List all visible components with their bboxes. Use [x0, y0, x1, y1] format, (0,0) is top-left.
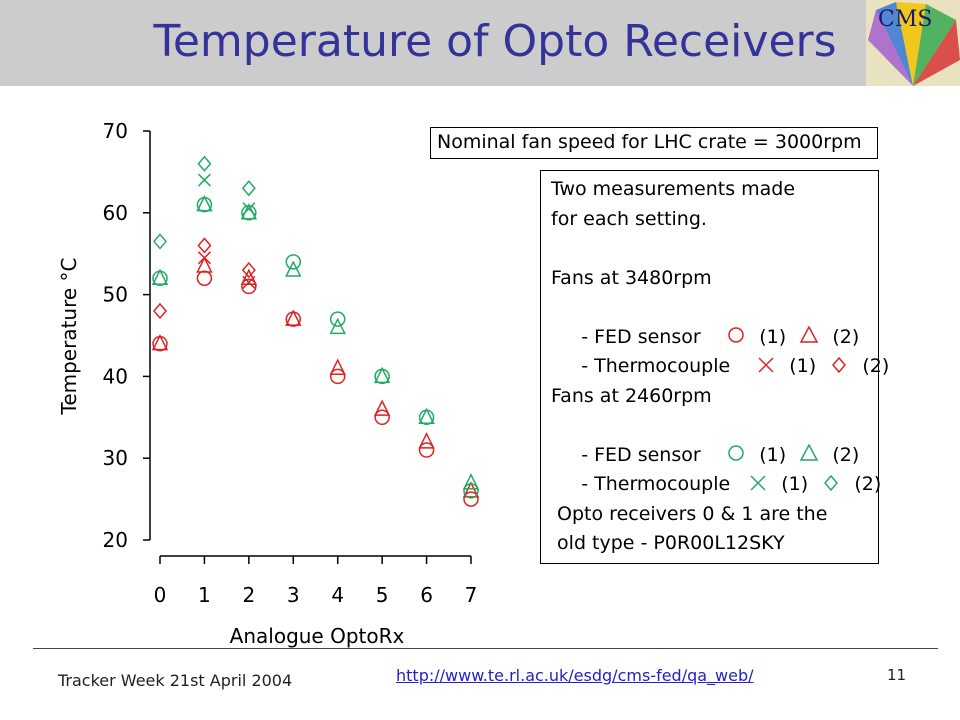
scatter-chart: 20 30 40 50 60 70 0 1 2 3 4 5 6 7 Analogue OptoRx Tempe…	[57, 119, 480, 648]
data-point-circle	[329, 368, 346, 385]
y-tick-label: 20	[103, 528, 128, 552]
legend-line-1: Two measurements made	[551, 178, 796, 200]
data-point-diamond	[197, 237, 212, 254]
data-point-triangle	[285, 260, 302, 277]
data-point-circle	[152, 335, 168, 352]
x-axis-label: Analogue OptoRx	[230, 624, 405, 648]
data-point-circle	[418, 442, 435, 458]
legend-tc-low: - Thermocouple (1) (2)	[551, 441, 881, 495]
y-tick-label: 70	[103, 119, 128, 143]
data-point-circle	[196, 270, 213, 286]
data-point-diamond	[153, 302, 167, 320]
green-x-icon	[750, 474, 766, 491]
data-point-triangle	[373, 399, 391, 416]
y-axis-label: Temperature °C	[57, 257, 81, 415]
red-triangle-icon	[800, 326, 819, 343]
legend-m1: (1)	[781, 473, 809, 495]
legend-m2: (2)	[832, 325, 860, 348]
data-point-circle	[152, 270, 168, 286]
footer-event: Tracker Week 21st April 2004	[58, 671, 293, 690]
header-band	[0, 0, 960, 86]
x-tick-label: 2	[242, 583, 255, 607]
legend-fed-high-label: - FED sensor	[575, 325, 701, 348]
data-point-triangle	[373, 366, 391, 384]
data-point-x	[242, 275, 256, 289]
legend-m2: (2)	[854, 473, 882, 495]
legend-m2: (2)	[832, 443, 860, 466]
legend-note-2: old type - P0R00L12SKY	[551, 532, 785, 554]
red-circle-icon	[728, 327, 744, 343]
legend-fed-low: - FED sensor (1) (2)	[551, 411, 868, 466]
data-point-circle	[241, 278, 257, 295]
green-triangle-icon	[800, 444, 819, 461]
data-point-triangle	[418, 407, 435, 425]
data-point-triangle	[151, 268, 169, 285]
legend-fed-low-label: - FED sensor	[575, 443, 701, 466]
data-point-triangle	[285, 309, 302, 326]
legend-fans-high: Fans at 3480rpm	[551, 266, 712, 289]
green-diamond-icon	[824, 474, 839, 491]
legend-line-2: for each setting.	[551, 207, 707, 230]
svg-text:CMS: CMS	[878, 7, 932, 32]
legend-tc-low-label: - Thermocouple	[575, 473, 731, 495]
data-point-circle	[374, 368, 390, 385]
x-tick-label: 3	[287, 583, 300, 607]
x-tick-label: 7	[465, 583, 478, 607]
data-point-triangle	[151, 334, 169, 351]
data-point-diamond	[241, 180, 256, 197]
data-point-x	[197, 173, 211, 187]
nominal-text: Nominal fan speed for LHC crate = 3000rp…	[437, 131, 862, 153]
data-point-diamond	[241, 261, 256, 279]
x-tick-label: 6	[420, 583, 433, 607]
legend-m2: (2)	[862, 355, 890, 377]
green-circle-icon	[728, 445, 744, 461]
page-number: 11	[887, 666, 907, 684]
red-diamond-icon	[832, 356, 847, 373]
y-tick-label: 60	[103, 201, 128, 225]
legend-m1: (1)	[789, 355, 817, 377]
data-point-triangle	[329, 317, 346, 335]
data-point-triangle	[329, 358, 346, 375]
data-point-circle	[463, 491, 479, 507]
data-point-circle	[285, 311, 302, 327]
data-point-circle	[418, 409, 435, 426]
legend-m1: (1)	[759, 325, 787, 348]
data-point-circle	[463, 483, 479, 499]
legend-m1: (1)	[759, 443, 787, 466]
nominal-fan-note: Nominal fan speed for LHC crate = 3000rp…	[430, 127, 878, 159]
data-point-diamond	[197, 155, 212, 172]
data-point-circle	[374, 409, 390, 426]
red-x-icon	[758, 356, 774, 373]
data-point-triangle	[196, 194, 213, 212]
data-point-circle	[196, 196, 213, 213]
data-point-x	[197, 251, 211, 265]
legend-box: Two measurements made for each setting. …	[540, 170, 889, 564]
data-point-x	[242, 202, 256, 216]
data-point-triangle	[418, 432, 435, 449]
data-point-circle	[329, 311, 346, 327]
legend-tc-high: - Thermocouple (1) (2)	[551, 323, 889, 377]
x-tick-label: 0	[154, 583, 167, 607]
data-point-triangle	[462, 473, 480, 490]
data-point-triangle	[196, 256, 213, 273]
slide-title: Temperature of Opto Receivers	[153, 16, 837, 67]
x-tick-label: 1	[198, 583, 211, 607]
footer-divider	[33, 648, 938, 649]
legend-tc-high-label: - Thermocouple	[575, 355, 731, 377]
legend-note-1: Opto receivers 0 & 1 are the	[551, 502, 828, 525]
data-point-triangle	[240, 268, 258, 285]
x-tick-label: 5	[376, 583, 389, 607]
y-tick-label: 30	[103, 446, 128, 470]
x-tick-label: 4	[331, 583, 344, 607]
y-tick-label: 40	[103, 364, 128, 388]
data-point-triangle	[462, 481, 480, 498]
data-point-circle	[285, 254, 302, 270]
data-point-diamond	[153, 233, 167, 250]
y-tick-label: 50	[103, 283, 128, 307]
legend-fans-low: Fans at 2460rpm	[551, 384, 712, 407]
legend-fed-high: - FED sensor (1) (2)	[551, 293, 868, 348]
cms-logo-icon: CMS	[866, 0, 960, 86]
footer-url-link[interactable]: http://www.te.rl.ac.uk/esdg/cms-fed/qa_w…	[396, 666, 754, 685]
